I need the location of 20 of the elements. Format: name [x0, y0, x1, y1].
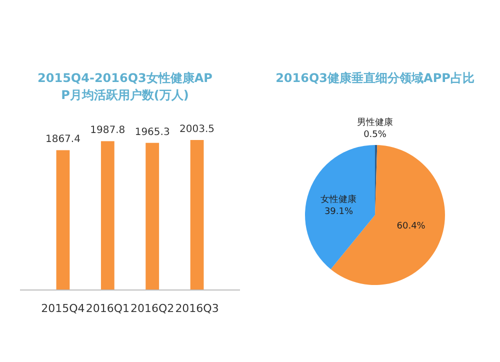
x-tick-label: 2016Q3 — [175, 302, 219, 315]
chart-title: 2016Q3健康垂直细分领域APP占比 — [276, 71, 474, 85]
slice-label: 女性健康 — [320, 194, 357, 206]
data-label: 0.5% — [364, 130, 387, 140]
slice-label: 男性健康 — [357, 117, 393, 128]
data-label: 1965.3 — [134, 126, 170, 138]
data-label: 39.1% — [324, 207, 354, 218]
x-tick-label: 2016Q1 — [86, 302, 130, 315]
data-label: 60.4% — [396, 221, 426, 232]
bar — [56, 150, 70, 290]
bar — [100, 141, 114, 290]
x-tick-label: 2015Q4 — [41, 302, 85, 315]
data-label: 1867.4 — [45, 134, 80, 146]
x-tick-label: 2016Q2 — [130, 302, 174, 315]
data-label: 2003.5 — [180, 124, 215, 135]
data-label: 1987.8 — [90, 125, 126, 136]
pie-slice — [305, 145, 375, 270]
bar — [146, 142, 160, 290]
chart-title: 2015Q4-2016Q3女性健康APP月均活跃用户数(万人) — [38, 71, 213, 102]
bar — [190, 140, 204, 290]
